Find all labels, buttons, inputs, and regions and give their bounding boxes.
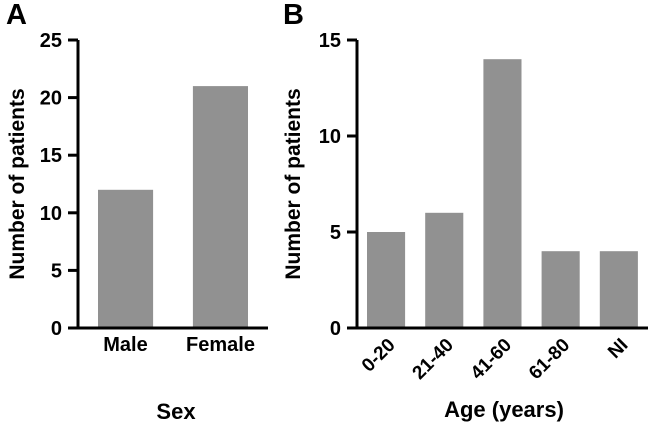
y-axis-title: Number of patients: [282, 88, 305, 279]
bar-chart-age: 0 5 10 15 0-20 21-40 41-60 61-80 NI Age (years) Nu…: [282, 30, 648, 422]
y-tick-label: 5: [330, 222, 341, 244]
x-tick-label: 21-40: [409, 335, 458, 384]
y-tick-label: 10: [319, 126, 341, 148]
y-tick-label: 15: [40, 145, 62, 167]
y-tick-label: 20: [40, 88, 62, 110]
bar-female: [192, 86, 248, 328]
bar-chart-sex: 0 5 10 15 20 25 Male Female Sex Number of patient…: [6, 30, 268, 424]
x-tick-label: 41-60: [467, 335, 516, 384]
y-tick-label: 5: [51, 260, 62, 282]
bar-ni: [599, 251, 638, 328]
x-axis-title: Sex: [156, 399, 196, 424]
x-tick-label: NI: [604, 335, 632, 363]
y-axis-title: Number of patients: [6, 88, 29, 279]
x-tick-label: 0-20: [358, 335, 400, 377]
panel-b-label: B: [283, 0, 305, 31]
y-tick-label: 0: [51, 318, 62, 340]
x-tick-label: 61-80: [525, 335, 574, 384]
x-axis-title: Age (years): [444, 397, 564, 422]
bar-0-20: [367, 232, 406, 328]
x-tick-label: Male: [103, 334, 147, 356]
y-tick-label: 25: [40, 30, 62, 52]
bar-male: [98, 189, 154, 328]
bar-61-80: [541, 251, 580, 328]
bar-41-60: [483, 59, 522, 328]
y-tick-label: 10: [40, 203, 62, 225]
y-tick-label: 15: [319, 30, 341, 52]
panel-a-label: A: [6, 0, 28, 31]
x-tick-label: Female: [186, 334, 255, 356]
bar-21-40: [425, 212, 464, 328]
y-tick-label: 0: [330, 318, 341, 340]
